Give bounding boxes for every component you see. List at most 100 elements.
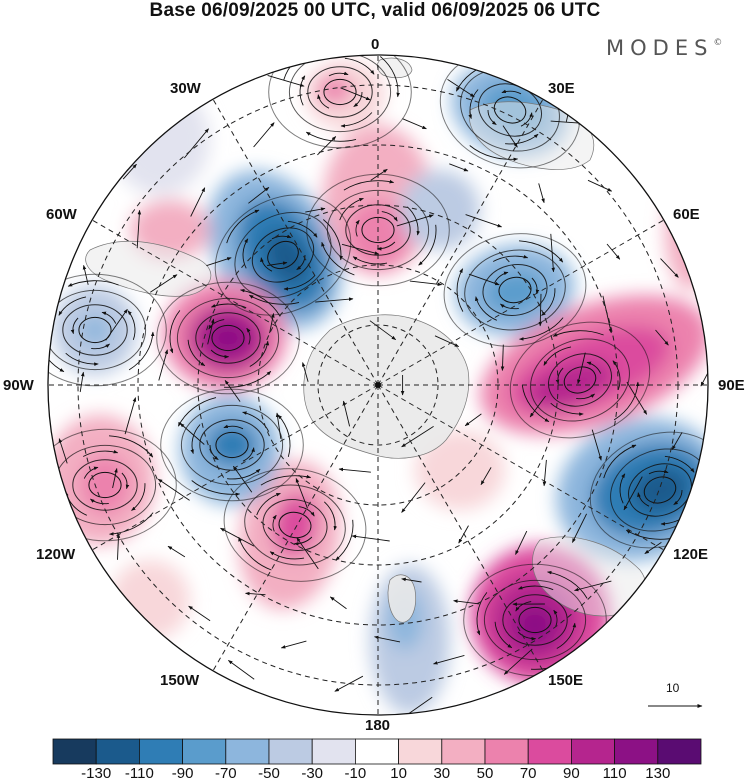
wind-arrow: [402, 118, 427, 130]
colorbar-swatch: [52, 738, 97, 765]
wind-streamline: [293, 536, 313, 546]
contour-line: [498, 276, 532, 304]
colorbar-swatch: [614, 738, 659, 765]
lon-label-30w: 30W: [170, 80, 201, 97]
wind-streamline: [521, 385, 550, 422]
graticule: [48, 55, 708, 715]
wind-streamline: [553, 609, 558, 627]
colorbar-tick-label: 50: [476, 765, 494, 782]
wind-arrow: [458, 525, 469, 544]
wind-streamline: [83, 466, 99, 479]
wind-arrow: [538, 293, 543, 327]
colorbar-swatch: [182, 738, 227, 765]
contour-line: [48, 428, 177, 542]
wind-streamline: [552, 330, 604, 337]
wind-arrow: [136, 209, 142, 249]
wind-arrow: [157, 478, 190, 501]
colorbar-tick-label: -90: [171, 765, 194, 782]
wind-streamline: [323, 501, 338, 531]
anomaly-region: [110, 560, 190, 640]
wind-streamline: [520, 112, 533, 127]
wind-streamline: [586, 361, 602, 374]
wind-streamline: [335, 519, 354, 561]
wind-streamline: [321, 241, 355, 276]
wind-streamline: [531, 277, 540, 295]
wind-arrow: [700, 362, 708, 387]
wind-streamline: [121, 472, 130, 490]
wind-arrow: [275, 412, 282, 439]
wind-arrow: [188, 605, 211, 622]
wind-streamline: [328, 71, 349, 77]
contour-line: [267, 240, 299, 270]
wind-streamline: [238, 536, 272, 571]
new-zealand: [387, 574, 416, 623]
wind-streamline: [493, 271, 509, 284]
wind-arrow: [79, 371, 85, 393]
wind-arrow: [122, 163, 137, 180]
wind-streamline: [187, 339, 206, 367]
wind-arrow: [233, 465, 253, 493]
wind-arrow: [447, 79, 475, 98]
wind-arrow: [396, 214, 434, 227]
wind-streamline: [576, 393, 595, 400]
wind-arrow: [206, 257, 232, 267]
wind-streamline: [380, 56, 400, 98]
anomaly-region: [665, 170, 708, 290]
wind-streamline: [248, 294, 300, 305]
wind-streamline: [700, 454, 708, 495]
wind-streamline: [355, 219, 360, 237]
iceland-patch: [376, 57, 413, 79]
contour-line: [326, 189, 430, 271]
contour-line: [443, 233, 587, 347]
wind-streamline: [343, 179, 395, 191]
wind-arrow: [58, 438, 68, 464]
wind-streamline: [223, 370, 272, 388]
wind-streamline: [108, 435, 154, 458]
wind-arrow: [623, 476, 643, 511]
lon-label-0: 0: [371, 36, 380, 53]
meridian-line: [377, 384, 544, 672]
wind-arrow: [401, 577, 422, 583]
colorbar-swatch: [311, 738, 356, 765]
anomaly-region: [415, 430, 505, 510]
anomaly-region: [80, 315, 110, 345]
colorbar-swatch: [268, 738, 313, 765]
meridian-line: [212, 384, 379, 672]
meridian-line: [377, 219, 665, 386]
lon-label-150w: 150W: [160, 672, 200, 689]
map-boundary: [47, 54, 709, 716]
wind-streamline: [456, 268, 464, 312]
wind-arrow: [515, 530, 528, 555]
wind-arrow: [468, 273, 500, 286]
wind-arrow: [158, 349, 169, 381]
contour-line: [502, 594, 568, 646]
wind-arrow: [338, 467, 371, 473]
map-title: Base 06/09/2025 00 UTC, valid 06/09/2025…: [149, 0, 601, 21]
wind-arrow: [351, 534, 390, 542]
wind-arrow: [369, 320, 397, 341]
wind-streamline: [226, 209, 260, 244]
wind-arrow: [245, 591, 266, 596]
wind-arrow: [464, 413, 482, 427]
lon-label-90e: 90E: [718, 377, 745, 394]
wind-streamline: [242, 447, 255, 462]
landmass-layer: [85, 57, 647, 623]
wind-arrow: [587, 179, 613, 192]
modes-logo: MODES©: [606, 36, 723, 60]
wind-streamline: [256, 492, 281, 516]
wind-streamline: [317, 94, 330, 109]
colorbar-tick-label: 10: [390, 765, 407, 782]
wind-arrow: [401, 426, 434, 448]
wind-streamline: [550, 402, 584, 416]
wind-streamline: [298, 506, 315, 517]
wind-arrow: [315, 297, 354, 303]
wind-arrow: [503, 648, 533, 675]
contour-line: [509, 321, 651, 439]
wind-streamline: [340, 112, 373, 128]
wind-streamline: [517, 585, 554, 591]
wind-arrow: [267, 261, 288, 266]
wind-streamline: [82, 449, 119, 457]
wind-streamline: [128, 331, 155, 371]
wind-arrow: [502, 125, 518, 148]
colorbar-tick-label: 30: [433, 765, 451, 782]
